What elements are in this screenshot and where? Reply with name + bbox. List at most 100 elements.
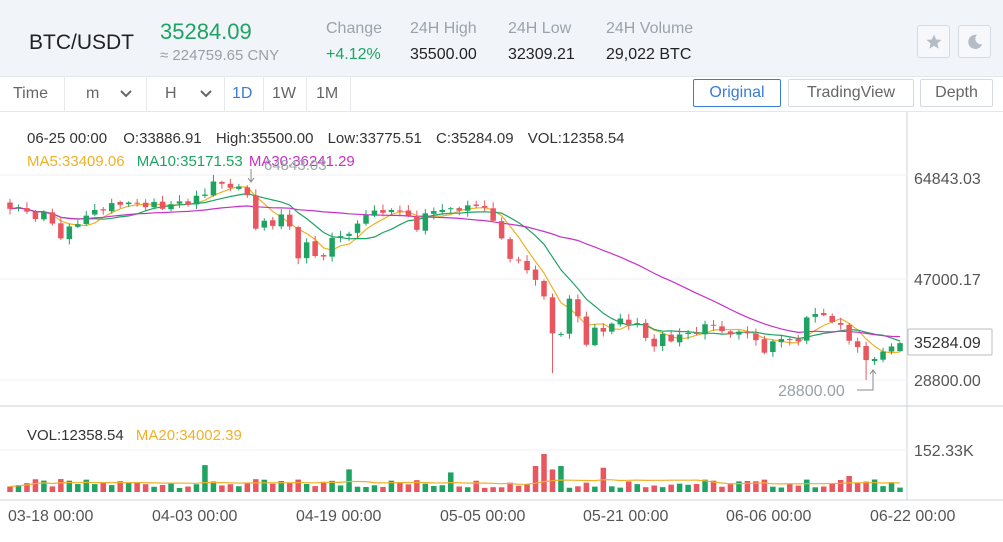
volume-bar [32, 479, 39, 492]
candle-body [897, 343, 903, 352]
volume-bar [41, 480, 47, 492]
candle-body [414, 216, 420, 230]
candle-body [524, 260, 530, 271]
candle [75, 220, 81, 229]
candle [15, 204, 22, 212]
candle-body [24, 208, 30, 212]
candle [541, 279, 547, 300]
candle [303, 238, 310, 264]
candle [24, 202, 30, 214]
interval-1m[interactable]: 1M [316, 85, 339, 102]
volume-bar [617, 487, 624, 492]
candle-body [566, 298, 573, 334]
volume-axis-label: 152.33K [914, 443, 974, 460]
candle [83, 210, 90, 226]
volume-bar [439, 485, 446, 492]
candle-body [498, 221, 505, 239]
candle-body [863, 346, 869, 361]
candle [642, 319, 649, 342]
volume-bar [320, 481, 327, 492]
candle [193, 190, 200, 210]
candle [753, 328, 759, 346]
candle [380, 204, 386, 217]
info-close: C:35284.09 [436, 130, 514, 147]
candle [710, 320, 717, 331]
volume-bar [575, 486, 581, 492]
ma10-label: MA10:35171.53 [137, 153, 243, 170]
volume-bar [142, 484, 149, 492]
volume-info: VOL:12358.54 MA20:34002.39 [27, 427, 242, 444]
candle [108, 198, 115, 214]
theme-toggle-button[interactable] [958, 25, 991, 58]
candle-body [219, 181, 225, 184]
time-tick-label: 06-22 00:00 [870, 508, 956, 525]
mode-original-button[interactable]: Original [693, 79, 781, 107]
volume-bar [303, 483, 310, 492]
candle-body [75, 224, 81, 227]
volume-bar [880, 486, 886, 492]
candle [236, 183, 242, 191]
candle-body [134, 202, 140, 204]
candle [820, 308, 827, 317]
candle-body [456, 208, 462, 211]
candle-body [651, 338, 657, 347]
candle [592, 323, 598, 347]
volume-bar [888, 482, 895, 492]
cny-value: ≈ 224759.65 CNY [160, 47, 280, 64]
divider [64, 77, 65, 111]
chevron-down-icon[interactable] [119, 89, 133, 99]
candle [787, 336, 793, 346]
volume-bar [363, 486, 369, 492]
candle [134, 198, 140, 207]
volume-bar [804, 479, 810, 492]
ma-info: MA5:33409.06 MA10:35171.53 MA30:36241.29 [27, 153, 355, 170]
info-open: O:33886.91 [123, 130, 201, 147]
volume-bar [837, 479, 844, 492]
favorite-button[interactable] [917, 25, 950, 58]
candle [286, 209, 293, 230]
candle-body [710, 324, 717, 326]
candle [871, 356, 878, 365]
candlestick-chart[interactable]: 06-25 00:00 O:33886.91 High:35500.00 Low… [0, 112, 1003, 542]
candle-body [888, 346, 895, 352]
mode-tradingview-button[interactable]: TradingView [788, 79, 914, 107]
volume-bar [897, 487, 903, 492]
volume-bar [642, 487, 649, 492]
candle-body [473, 204, 479, 206]
interval-1d[interactable]: 1D [232, 85, 253, 102]
candle [854, 337, 861, 353]
candle-body [702, 324, 708, 335]
candle [371, 205, 378, 218]
candle [278, 209, 284, 230]
volume-bar [693, 484, 700, 492]
moon-icon [968, 34, 983, 49]
volume-ma20: MA20:34002.39 [136, 427, 242, 444]
volume-bar [770, 486, 776, 492]
mode-depth-button[interactable]: Depth [920, 79, 993, 107]
ma30-label: MA30:36241.29 [249, 153, 355, 170]
candle [719, 320, 725, 334]
last-price: 35284.09 [160, 19, 252, 44]
hour-dropdown[interactable]: H [165, 85, 177, 102]
candle-body [558, 333, 564, 335]
candle-body [108, 203, 115, 212]
divider [263, 77, 264, 111]
interval-1w[interactable]: 1W [272, 85, 296, 102]
volume-bar [176, 487, 183, 492]
candle [202, 188, 208, 198]
minute-dropdown[interactable]: m [86, 85, 100, 102]
chevron-down-icon[interactable] [199, 89, 213, 99]
candle-body [100, 209, 106, 211]
candle-body [41, 212, 47, 220]
candle [744, 326, 751, 339]
trading-pair[interactable]: BTC/USDT [29, 31, 134, 54]
candle-body [168, 204, 174, 210]
candle [244, 185, 251, 198]
candle [388, 208, 395, 215]
volume-bar [744, 480, 751, 492]
volume-bar [473, 480, 479, 492]
candle [219, 180, 225, 189]
volume-bar [388, 480, 395, 492]
ticker-header: BTC/USDT 35284.09 ≈ 224759.65 CNY Change… [0, 0, 1003, 77]
candle-body [761, 339, 768, 353]
